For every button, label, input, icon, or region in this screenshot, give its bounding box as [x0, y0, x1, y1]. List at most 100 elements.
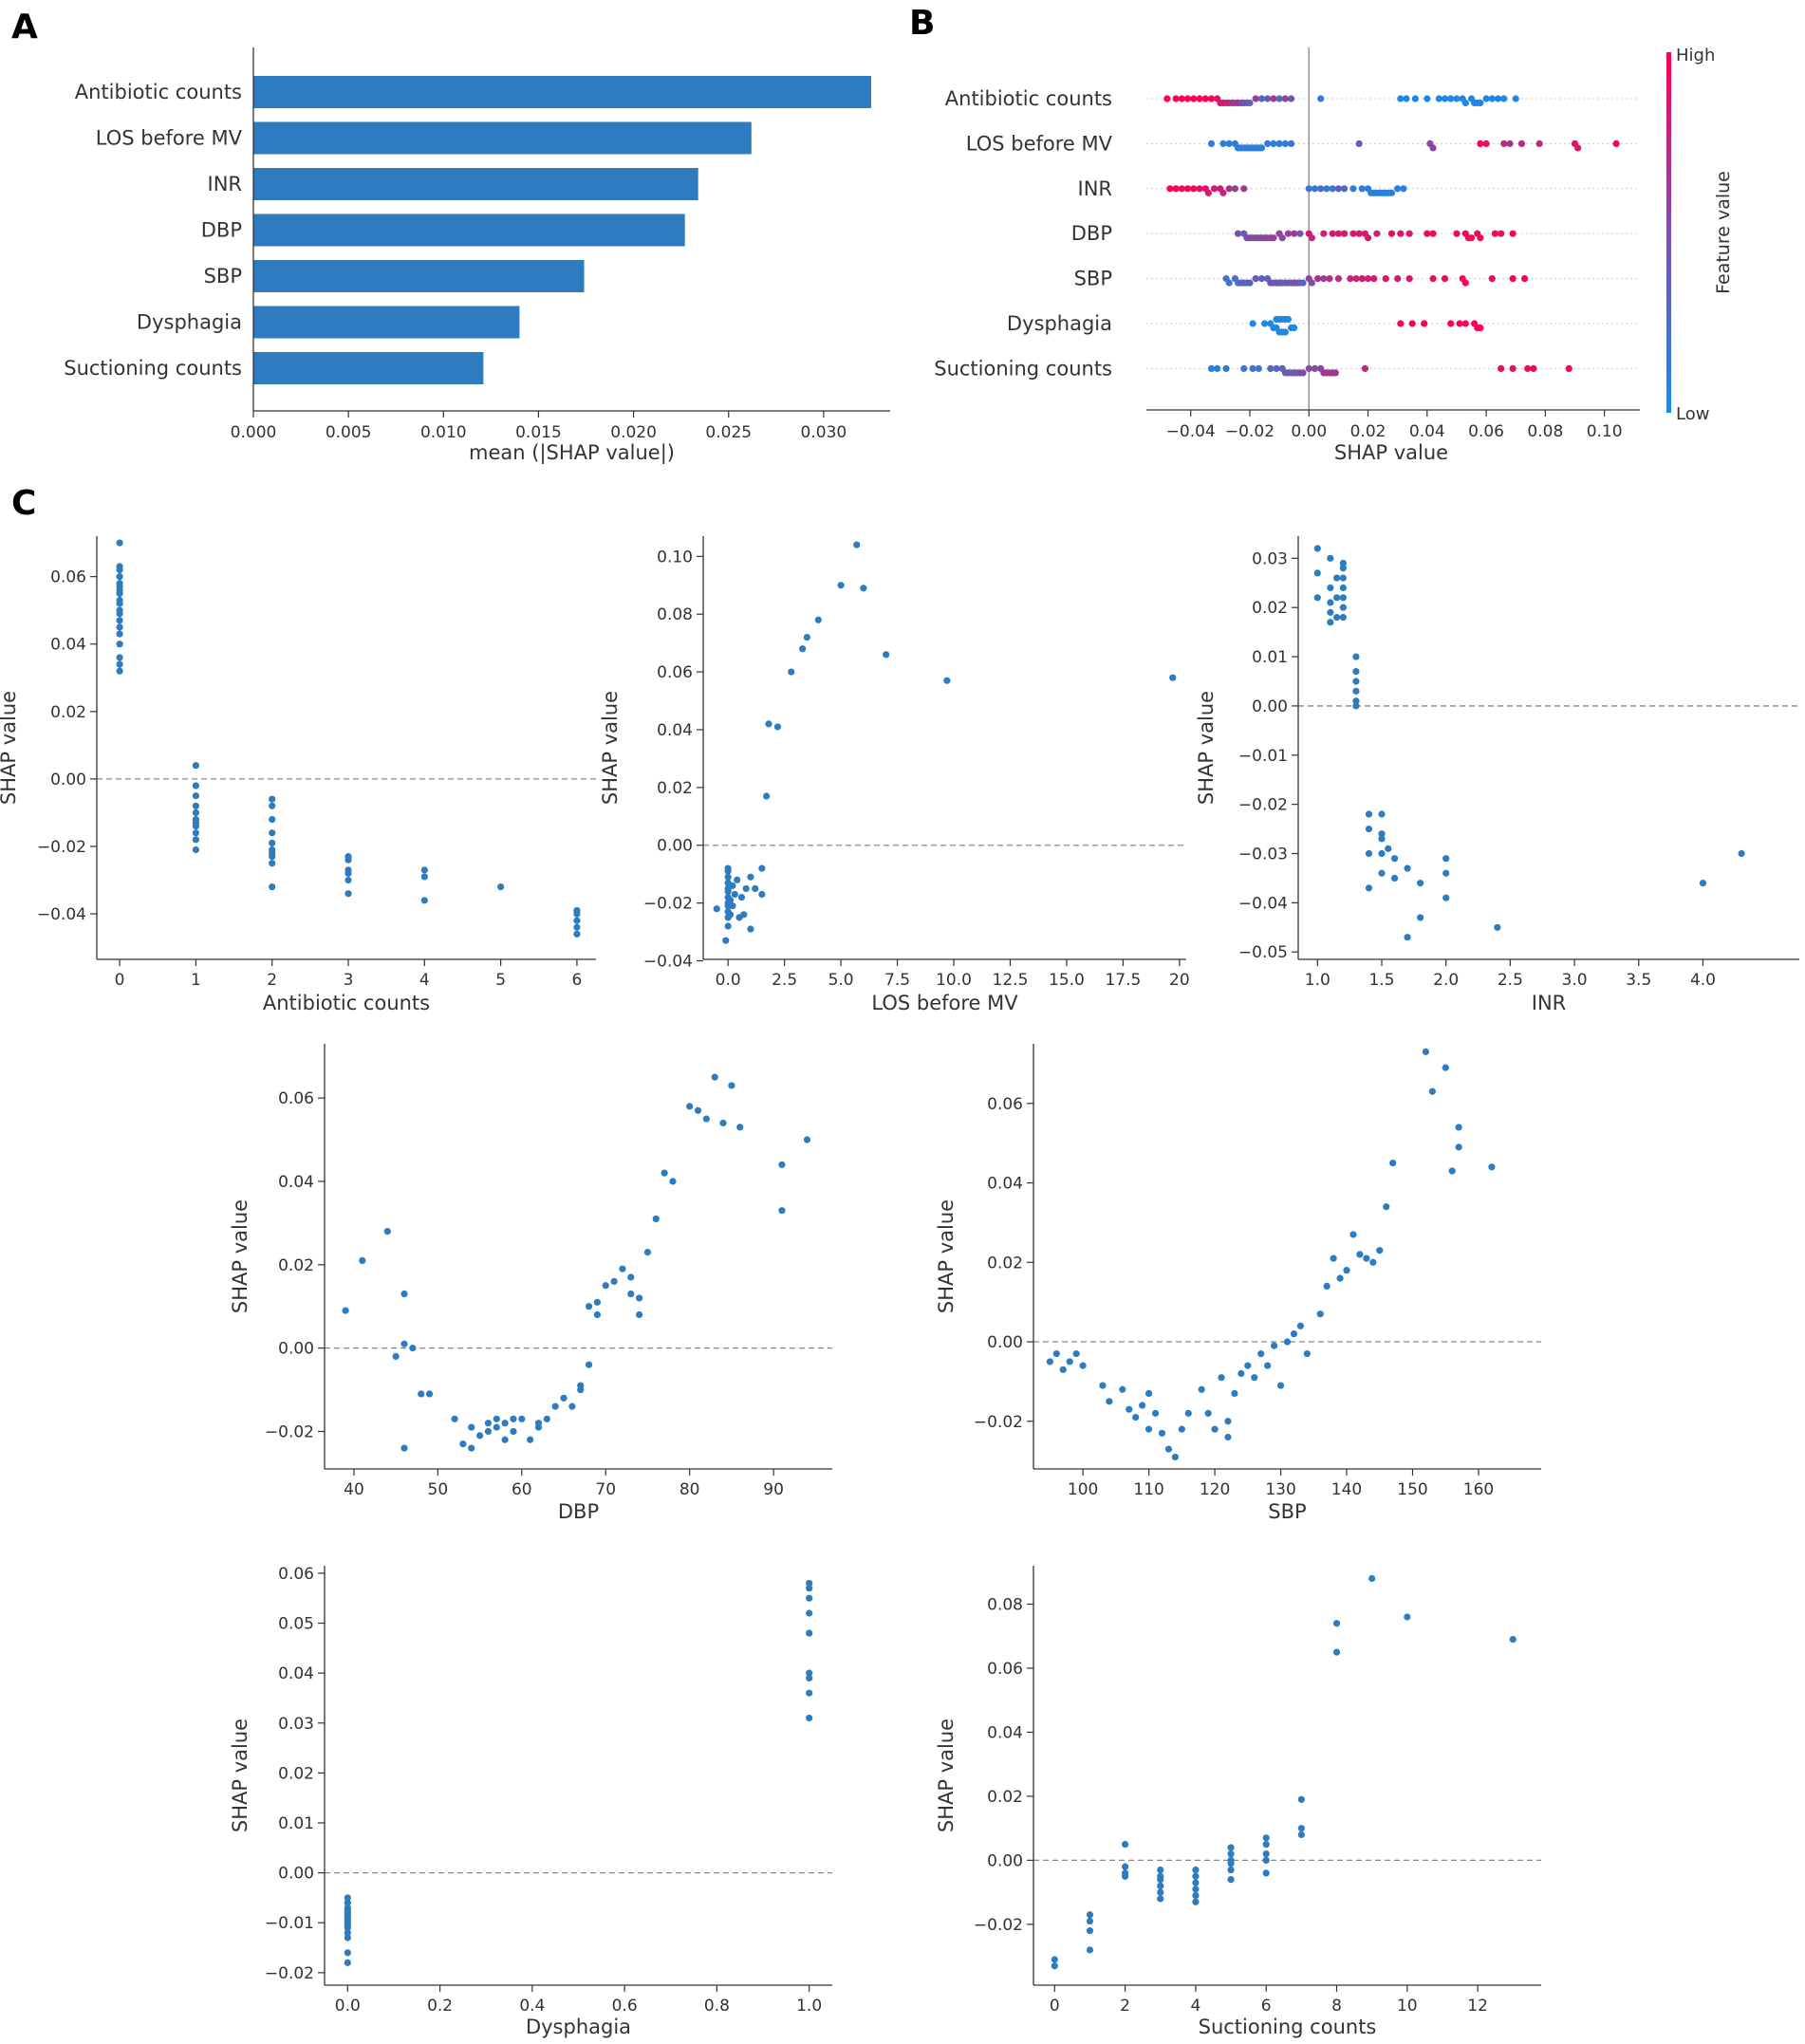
scatter-point — [788, 668, 795, 676]
swarm-point — [1308, 279, 1315, 287]
y-tick-label-4: 0.06 — [278, 1089, 314, 1108]
category-label-4: SBP — [204, 265, 242, 288]
scatter-point — [806, 1629, 813, 1637]
scatter-point — [1323, 1282, 1330, 1291]
scatter-point — [1262, 1834, 1270, 1842]
scatter-point — [585, 1303, 593, 1310]
scatter-point — [1227, 1866, 1235, 1874]
swarm-point — [1211, 185, 1219, 193]
colorbar-high-label: High — [1676, 46, 1715, 65]
swarm-point — [1364, 234, 1372, 242]
scatter-point — [573, 910, 581, 918]
swarm-point — [1441, 95, 1449, 102]
scatter-point — [799, 645, 807, 653]
bar-1 — [253, 121, 752, 155]
scatter-point — [1404, 934, 1411, 941]
x-tick-label-5: 12.5 — [993, 971, 1029, 990]
y-tick-label-5: 0.03 — [278, 1715, 314, 1734]
scatter-point — [1313, 594, 1321, 602]
swarm-point — [1275, 139, 1283, 147]
scatter-point — [1051, 1956, 1058, 1963]
swarm-point — [1299, 279, 1307, 287]
colorbar-low-label: Low — [1676, 404, 1709, 424]
y-tick-label-3: 0.02 — [657, 779, 693, 798]
scatter-point — [724, 864, 732, 872]
scatter-point — [765, 720, 772, 728]
scatter-point — [1218, 1374, 1225, 1382]
scatter-point — [736, 1124, 744, 1131]
x-axis-label: Suctioning counts — [1199, 2016, 1377, 2038]
scatter-point — [627, 1290, 635, 1298]
x-axis-label: SBP — [1268, 1500, 1306, 1523]
scatter-point — [1404, 1613, 1411, 1621]
scatter-point — [1126, 1405, 1133, 1413]
colorbar-gradient — [1666, 52, 1671, 413]
swarm-point — [1373, 230, 1381, 237]
scatter-point — [518, 1415, 526, 1422]
scatter-point — [1119, 1385, 1126, 1393]
swarm-point — [1252, 95, 1259, 102]
scatter-point — [344, 1949, 351, 1957]
scatter-point — [1052, 1349, 1060, 1358]
scatter-point — [344, 1899, 351, 1906]
category-label-6: Suctioning counts — [64, 357, 242, 380]
colorbar: High Low Feature value — [1666, 46, 1734, 424]
y-tick-label-6: 0.01 — [1252, 648, 1288, 667]
scatter-point — [1290, 1330, 1298, 1338]
scatter-point — [1297, 1825, 1305, 1832]
swarm-point — [1429, 275, 1437, 283]
x-tick-label-6: 160 — [1463, 1480, 1494, 1499]
scatter-point — [1192, 1891, 1200, 1900]
swarm-point — [1524, 364, 1532, 372]
x-tick-label-3: 6 — [1261, 1997, 1272, 2016]
scatter-point — [1237, 1369, 1245, 1378]
scatter-point — [497, 883, 505, 891]
swarm-point — [1246, 279, 1254, 287]
scatter-point — [1363, 1254, 1370, 1262]
scatter-point — [116, 617, 123, 624]
scatter-point — [1227, 1850, 1235, 1858]
scatter-point — [1330, 1254, 1337, 1262]
swarm-point — [1278, 234, 1286, 242]
scatter-point — [1169, 674, 1177, 681]
x-tick-label-3: 0.02 — [1350, 422, 1386, 441]
scatter-point — [192, 845, 199, 854]
swarm-point — [1397, 230, 1405, 237]
swarm-point — [1612, 139, 1620, 147]
scatter-point — [719, 1119, 727, 1127]
scatter-point — [1157, 1876, 1164, 1884]
bar-0 — [253, 76, 871, 108]
x-axis-label: SHAP value — [1334, 441, 1448, 464]
x-tick-label-3: 3 — [344, 971, 354, 990]
y-tick-label-0: −0.02 — [265, 1422, 314, 1441]
scatter-point — [1099, 1382, 1107, 1389]
scatter-point — [116, 606, 123, 614]
x-tick-label-6: 4.0 — [1690, 971, 1716, 990]
x-tick-label-0: 40 — [344, 1480, 364, 1499]
swarm-point — [1329, 185, 1336, 193]
swarm-point — [1334, 185, 1342, 193]
scatter-point — [1313, 545, 1321, 552]
scatter-point — [1390, 874, 1399, 883]
y-tick-label-1: −0.04 — [1238, 894, 1288, 913]
y-tick-label-3: 0.04 — [987, 1723, 1023, 1742]
scatter-point — [702, 1115, 710, 1123]
swarm-point — [1273, 364, 1280, 372]
swarm-point — [1313, 275, 1322, 283]
swarm-point — [1225, 279, 1233, 287]
y-tick-label-0: −0.02 — [974, 1413, 1023, 1432]
scatter-point — [1455, 1143, 1462, 1151]
x-axis-label: Dysphagia — [526, 2016, 631, 2038]
scatter-point — [568, 1403, 576, 1410]
swarm-point — [1355, 230, 1363, 237]
scatter-point — [1262, 1850, 1270, 1858]
swarm-point — [1270, 139, 1277, 147]
scatter-point — [1106, 1398, 1113, 1405]
scatter-point — [806, 1689, 813, 1697]
x-tick-label-7: 17.5 — [1105, 971, 1141, 990]
swarm-point — [1467, 234, 1476, 242]
scatter-point — [192, 782, 199, 790]
swarm-point — [1178, 185, 1185, 193]
x-tick-label-5: 5 — [495, 971, 506, 990]
y-tick-label-2: −0.03 — [1238, 845, 1288, 864]
